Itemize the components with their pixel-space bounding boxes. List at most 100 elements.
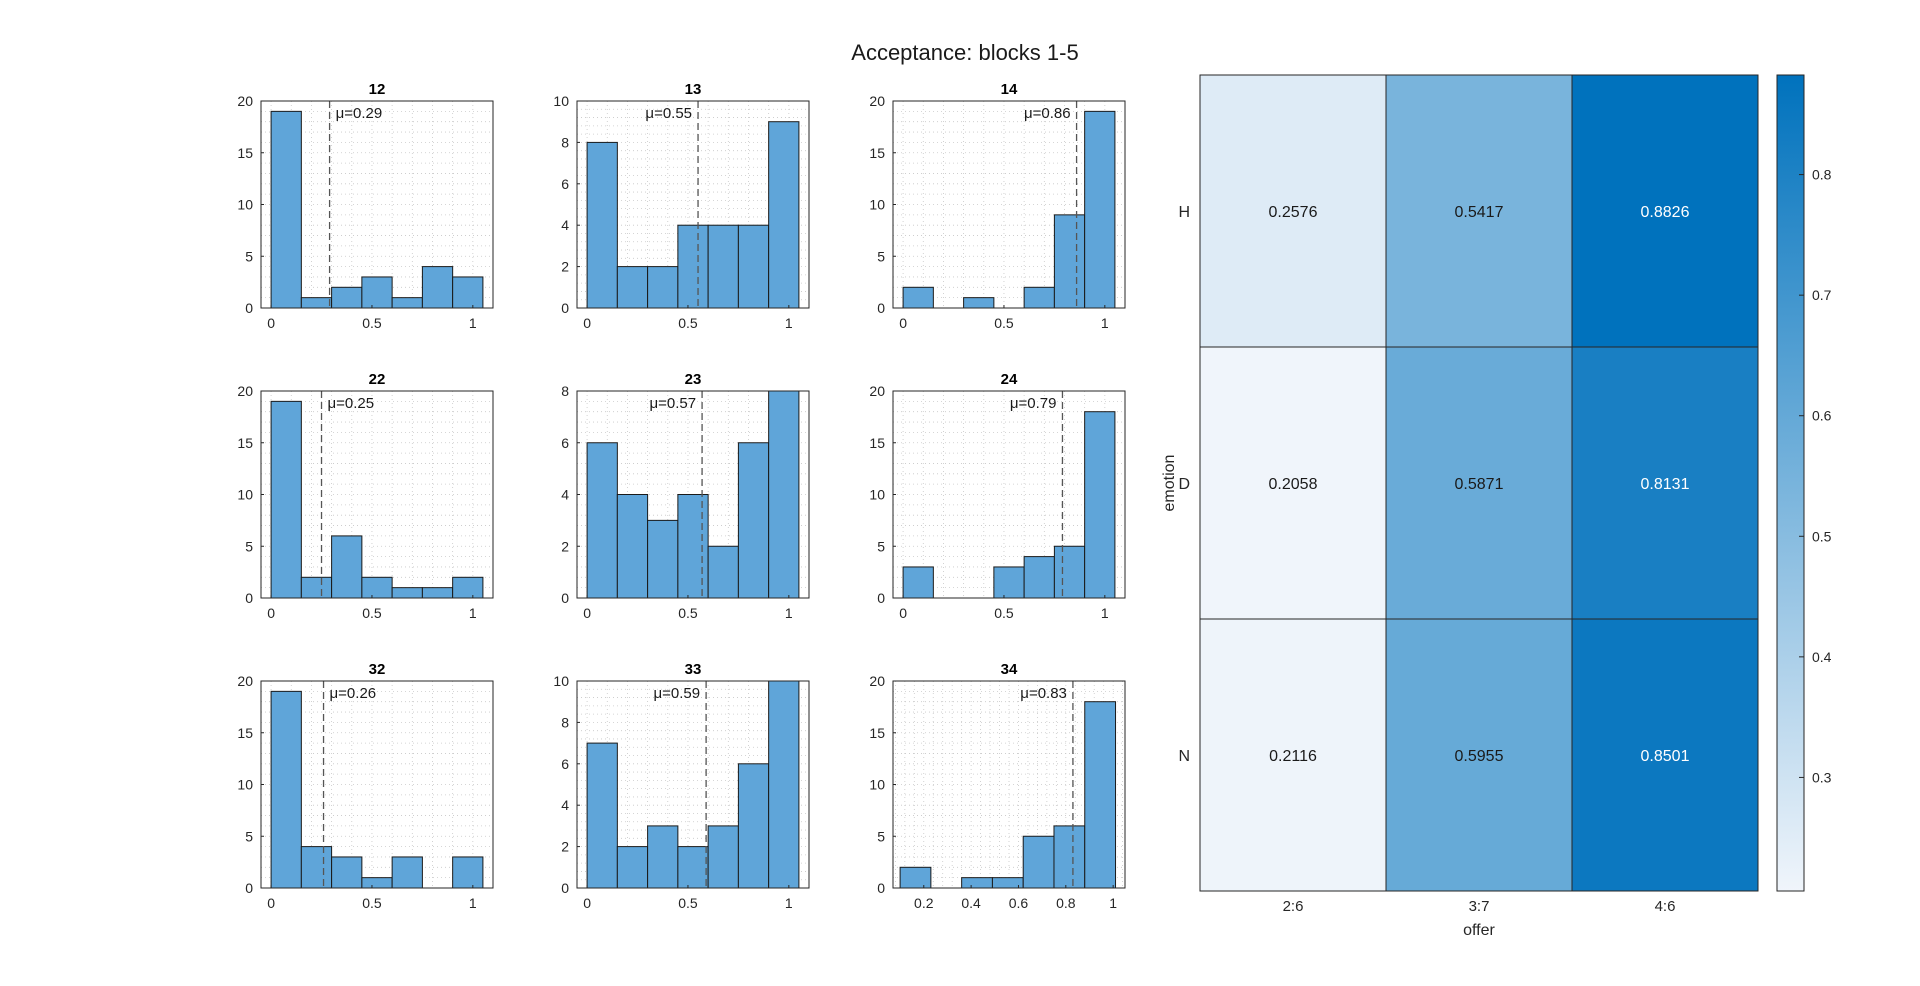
histogram-panel-23: μ=0.57 0 0.5 1 0 2 4 6 8 23	[561, 371, 810, 621]
y-tick-label: 20	[869, 93, 885, 109]
x-tick-label: 0	[583, 605, 591, 621]
x-axis-label: offer	[1463, 922, 1495, 939]
y-tick-label: 2	[561, 538, 569, 554]
mean-label: μ=0.79	[1010, 395, 1057, 412]
histogram-bar	[647, 825, 679, 889]
x-tick-label: 0.6	[1009, 895, 1029, 911]
histogram-bar	[1023, 286, 1055, 309]
y-tick-label: 5	[877, 538, 885, 554]
histogram-bar	[768, 121, 800, 309]
y-tick-label: 5	[245, 828, 253, 844]
histogram-bar	[421, 587, 454, 599]
heatmap-cell-label: 0.5871	[1455, 476, 1504, 493]
histogram-bar	[1084, 701, 1117, 889]
heatmap-cell	[1571, 74, 1759, 348]
y-tick-label: 2	[561, 839, 569, 855]
heatmap-cell	[1385, 346, 1573, 620]
colorbar-tick-label: 0.3	[1812, 769, 1832, 785]
heatmap-cell-label: 0.8501	[1641, 748, 1690, 765]
y-tick-label: 20	[237, 93, 253, 109]
histogram-bar	[677, 224, 709, 309]
x-tick-label: 0.5	[994, 315, 1014, 331]
x-tick-label: 1	[1109, 895, 1117, 911]
y-tick-label: 4	[561, 217, 569, 233]
y-tick-label: 6	[561, 756, 569, 772]
histogram-bar	[270, 690, 302, 889]
histogram-title: 23	[685, 371, 702, 388]
histogram-bar	[963, 297, 995, 309]
x-tick-label: 0.4	[961, 895, 981, 911]
heatmap-cell	[1199, 74, 1387, 348]
y-tick-label: 10	[553, 673, 569, 689]
heatmap-cell	[1199, 346, 1387, 620]
x-tick-label: 1	[785, 605, 793, 621]
y-tick-label: 15	[869, 145, 885, 161]
y-tick-label: 10	[869, 197, 885, 213]
x-tick-label: 1	[785, 895, 793, 911]
mean-label: μ=0.25	[328, 395, 375, 412]
histogram-title: 13	[685, 81, 702, 98]
y-tick-label: 15	[869, 725, 885, 741]
histogram-bar	[616, 846, 649, 889]
histogram-title: 32	[369, 661, 386, 678]
histogram-bar	[586, 141, 618, 309]
colorbar-tick-label: 0.7	[1812, 287, 1832, 303]
heatmap-y-label: H	[1178, 204, 1190, 221]
x-tick-label: 0.5	[362, 895, 382, 911]
colorbar-bar	[1776, 74, 1805, 892]
heatmap-x-label: 3:7	[1469, 898, 1490, 915]
histogram-bar	[300, 297, 333, 309]
y-tick-label: 10	[869, 487, 885, 503]
heatmap-cell-label: 0.2058	[1269, 476, 1318, 493]
histogram-bar	[707, 224, 739, 309]
histogram-bar	[961, 877, 993, 889]
mean-label: μ=0.59	[654, 685, 701, 702]
colorbar-tick-label: 0.6	[1812, 408, 1832, 424]
histogram-bar	[768, 390, 800, 599]
y-tick-label: 0	[245, 880, 253, 896]
histogram-bar	[737, 763, 770, 889]
x-tick-label: 0.5	[678, 315, 698, 331]
histogram-bar	[391, 297, 423, 309]
y-tick-label: 8	[561, 383, 569, 399]
heatmap: 0.2576 0.5417 0.8826 0.2058 0.5871 0.8131 0.21…	[1161, 74, 1759, 939]
x-tick-label: 1	[785, 315, 793, 331]
x-tick-label: 0.5	[678, 605, 698, 621]
y-tick-label: 0	[561, 590, 569, 606]
heatmap-cell-label: 0.2116	[1269, 748, 1317, 765]
histogram-bar	[1022, 835, 1055, 889]
y-tick-label: 20	[237, 673, 253, 689]
y-tick-label: 8	[561, 714, 569, 730]
histogram-bar	[331, 286, 363, 309]
y-tick-label: 10	[237, 777, 253, 793]
heatmap-x-label: 2:6	[1283, 898, 1304, 915]
heatmap-cell-label: 0.8131	[1641, 476, 1690, 493]
heatmap-cell	[1385, 618, 1573, 892]
histogram-bar	[270, 110, 302, 309]
heatmap-cell-label: 0.5955	[1455, 748, 1504, 765]
x-tick-label: 0	[583, 315, 591, 331]
histogram-bar	[361, 877, 393, 889]
histogram-bar	[452, 856, 484, 889]
x-tick-label: 1	[469, 315, 477, 331]
heatmap-frame	[1199, 74, 1759, 892]
x-tick-label: 0	[267, 895, 275, 911]
heatmap-x-label: 4:6	[1655, 898, 1676, 915]
histogram-title: 24	[1001, 371, 1018, 388]
x-tick-label: 0	[583, 895, 591, 911]
y-tick-label: 0	[877, 880, 885, 896]
x-tick-label: 1	[469, 605, 477, 621]
colorbar: 0.3 0.4 0.5 0.6 0.7 0.8	[1776, 74, 1832, 892]
mean-label: μ=0.55	[645, 105, 692, 122]
y-tick-label: 0	[245, 300, 253, 316]
y-tick-label: 5	[245, 248, 253, 264]
histogram-bar	[616, 494, 649, 599]
x-tick-label: 0	[267, 605, 275, 621]
y-tick-label: 10	[869, 777, 885, 793]
heatmap-cell-label: 0.5417	[1455, 204, 1504, 221]
colorbar-tick-label: 0.8	[1812, 167, 1832, 183]
